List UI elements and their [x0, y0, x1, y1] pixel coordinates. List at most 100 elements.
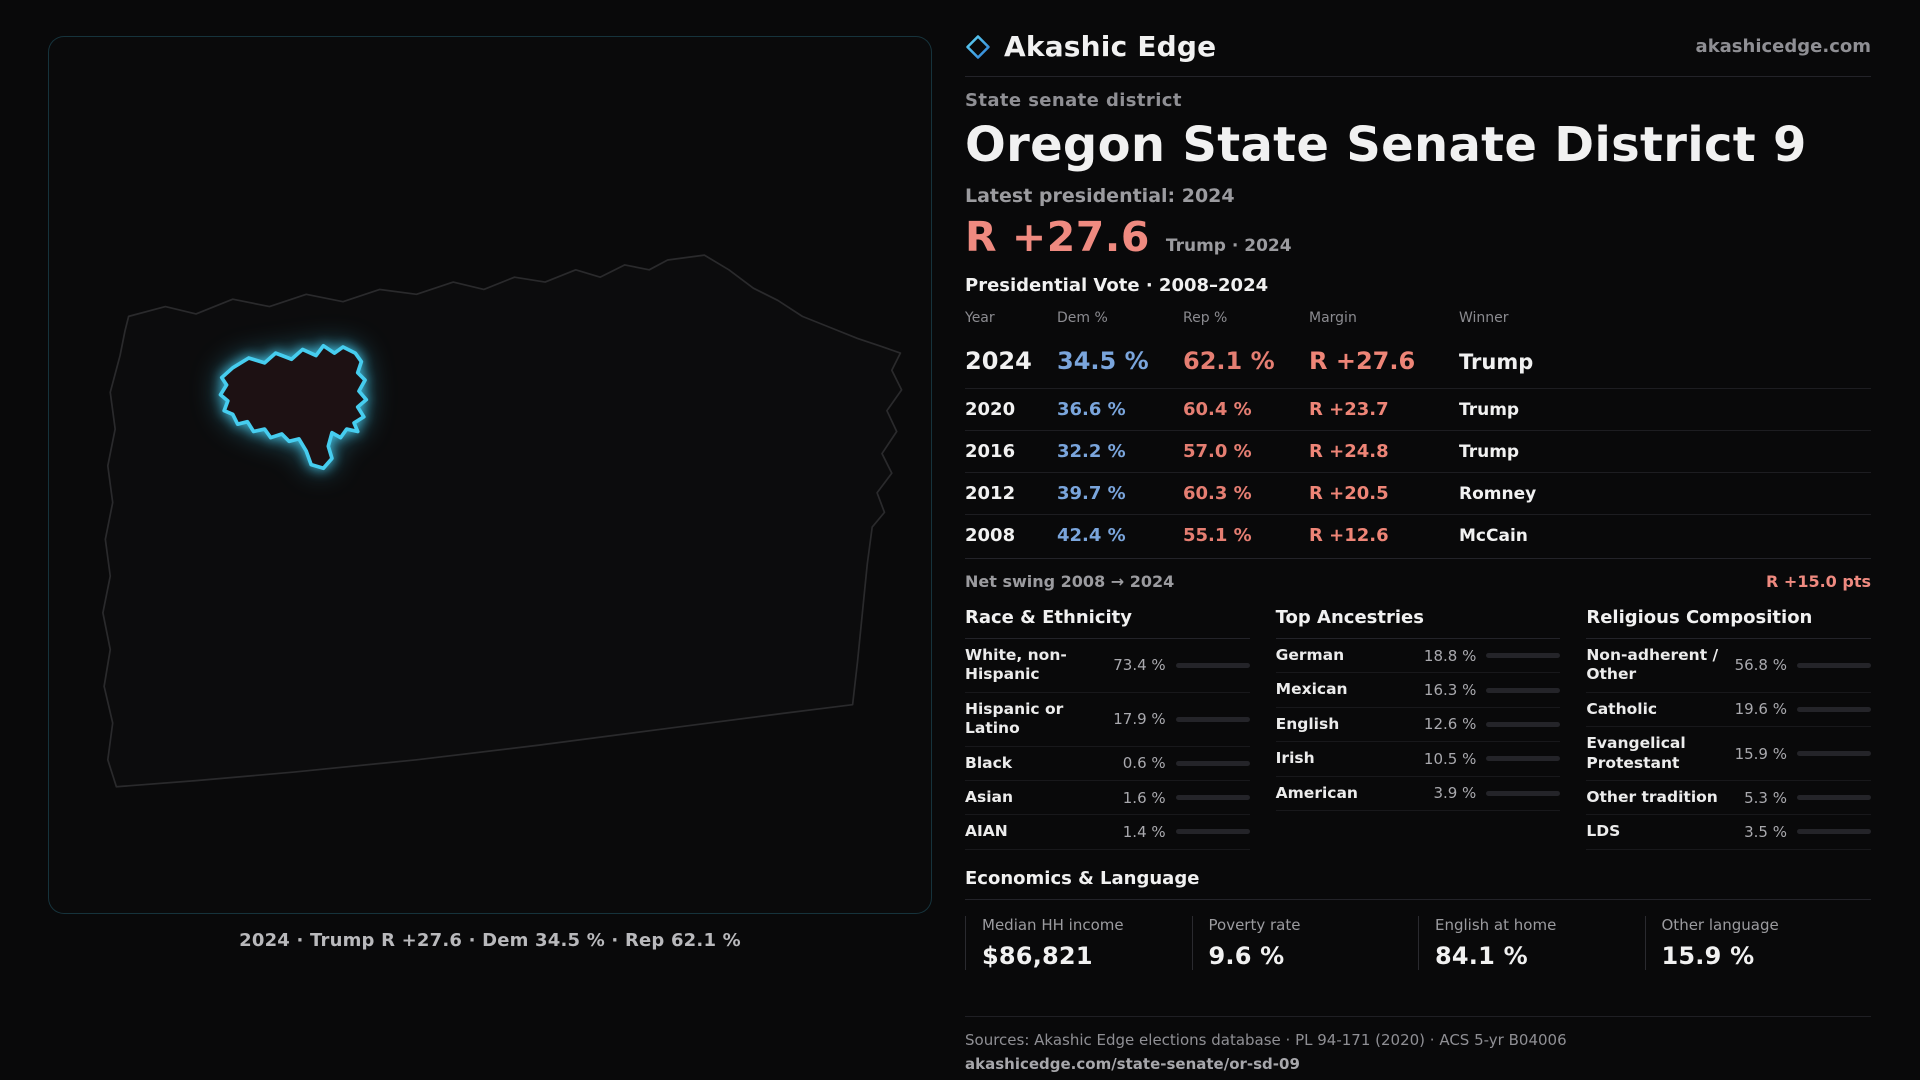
demo-bar-track: [1486, 653, 1561, 659]
stat-value: 15.9 %: [1661, 941, 1755, 970]
demo-value: 10.5 %: [1423, 749, 1477, 768]
brand-domain-link[interactable]: akashicedge.com: [1695, 36, 1871, 57]
demo-label: Evangelical Protestant: [1586, 734, 1686, 772]
stat-label: Poverty rate: [1208, 915, 1301, 934]
vote-rep: 57.0 %: [1183, 441, 1252, 462]
vote-winner: Trump: [1459, 400, 1520, 420]
vote-rep: 60.4 %: [1183, 399, 1252, 420]
vote-table-title: Presidential Vote · 2008–2024: [965, 275, 1269, 296]
vote-winner: Romney: [1459, 484, 1537, 504]
demo-bar-track: [1175, 795, 1250, 801]
demo-label: American: [1275, 783, 1358, 802]
vote-dem: 42.4 %: [1057, 525, 1126, 546]
religion-rows: Non-adherent / Other 56.8 % Catholic 19.…: [1586, 639, 1871, 850]
col-rep: Rep %: [1183, 310, 1228, 326]
vote-margin: R +27.6: [1309, 347, 1416, 375]
vote-table-row: 2012 39.7 % 60.3 % R +20.5 Romney: [965, 472, 1871, 514]
vote-table-row: 2016 32.2 % 57.0 % R +24.8 Trump: [965, 430, 1871, 472]
vote-table-header: Year Dem % Rep % Margin Winner: [965, 310, 1871, 335]
race-ethnicity-column: Race & Ethnicity White, non-Hispanic 73.…: [965, 607, 1250, 850]
stat-card: Median HH income $86,821: [965, 915, 1192, 970]
col-year: Year: [965, 310, 995, 326]
stat-card: Other language 15.9 %: [1644, 915, 1872, 970]
vote-table-row: 2008 42.4 % 55.1 % R +12.6 McCain: [965, 514, 1871, 556]
demo-row: LDS 3.5 %: [1586, 815, 1871, 850]
demo-row: Non-adherent / Other 56.8 %: [1586, 639, 1871, 693]
demo-label: LDS: [1586, 822, 1621, 841]
col-margin: Margin: [1309, 310, 1357, 326]
demo-value: 3.9 %: [1433, 784, 1477, 803]
stat-value: 84.1 %: [1435, 941, 1528, 970]
headline-margin-detail: Trump · 2024: [1165, 236, 1292, 256]
demo-bar-track: [1175, 716, 1250, 722]
religion-column: Religious Composition Non-adherent / Oth…: [1586, 607, 1871, 850]
stat-label: Other language: [1661, 915, 1779, 934]
sources-line: Sources: Akashic Edge elections database…: [965, 1030, 1567, 1049]
demo-value: 12.6 %: [1423, 715, 1477, 734]
vote-dem: 39.7 %: [1057, 483, 1126, 504]
demo-label: White, non-Hispanic: [965, 646, 1067, 684]
vote-margin: R +23.7: [1309, 399, 1389, 420]
demo-value: 1.6 %: [1122, 788, 1166, 807]
demo-label: Mexican: [1275, 680, 1348, 699]
demo-label: Catholic: [1586, 699, 1658, 718]
vote-margin: R +20.5: [1309, 483, 1389, 504]
demo-bar-track: [1796, 662, 1871, 668]
demo-bar-track: [1796, 706, 1871, 712]
highlighted-district-shape[interactable]: [218, 343, 369, 471]
vote-dem: 36.6 %: [1057, 399, 1126, 420]
demo-bar-track: [1486, 721, 1561, 727]
demo-bar-track: [1486, 790, 1561, 796]
economics-stats: Median HH income $86,821 Poverty rate 9.…: [965, 915, 1872, 970]
demo-value: 15.9 %: [1734, 744, 1787, 763]
demo-row: Evangelical Protestant 15.9 %: [1586, 727, 1871, 781]
vote-rep: 55.1 %: [1183, 525, 1252, 546]
stat-value: $86,821: [982, 941, 1093, 970]
demo-label: Asian: [965, 787, 1014, 806]
demo-row: Catholic 19.6 %: [1586, 693, 1871, 728]
demo-row: Other tradition 5.3 %: [1586, 781, 1871, 816]
vote-year: 2024: [965, 347, 1032, 375]
stat-label: Median HH income: [982, 915, 1124, 934]
net-swing-label: Net swing 2008 → 2024: [965, 572, 1175, 591]
demo-value: 0.6 %: [1122, 754, 1166, 773]
vote-winner: Trump: [1459, 442, 1520, 462]
demo-bar-track: [1175, 662, 1250, 668]
vote-winner: Trump: [1459, 350, 1534, 374]
demo-label: Non-adherent / Other: [1586, 646, 1719, 684]
demo-row: Asian 1.6 %: [965, 781, 1250, 816]
stat-value: 9.6 %: [1208, 941, 1285, 970]
vote-table-body: 2024 34.5 % 62.1 % R +27.6 Trump 2020 36…: [965, 335, 1871, 556]
religion-title: Religious Composition: [1586, 607, 1871, 639]
demo-label: English: [1275, 714, 1340, 733]
permalink[interactable]: akashicedge.com/state-senate/or-sd-09: [965, 1054, 1300, 1073]
demo-bar-track: [1486, 687, 1561, 693]
vote-year: 2008: [965, 525, 1016, 546]
demo-bar-track: [1175, 760, 1250, 766]
stat-card: Poverty rate 9.6 %: [1191, 915, 1419, 970]
net-swing-value: R +15.0 pts: [1766, 572, 1871, 591]
demo-row: American 3.9 %: [1275, 777, 1561, 811]
oregon-map: [102, 254, 903, 788]
demo-row: German 18.8 %: [1275, 639, 1561, 674]
demo-row: White, non-Hispanic 73.4 %: [965, 639, 1250, 693]
vote-dem: 34.5 %: [1057, 347, 1149, 375]
page-title: Oregon State Senate District 9: [965, 117, 1807, 173]
ancestries-rows: German 18.8 % Mexican 16.3 %: [1275, 639, 1561, 811]
economics-title: Economics & Language: [965, 868, 1871, 900]
net-swing-row: Net swing 2008 → 2024 R +15.0 pts: [965, 558, 1871, 591]
demo-bar-track: [1796, 795, 1871, 801]
vote-rep: 60.3 %: [1183, 483, 1252, 504]
brand-name: Akashic Edge: [1004, 30, 1217, 63]
demo-row: Black 0.6 %: [965, 747, 1250, 781]
brand-header: Akashic Edge akashicedge.com: [965, 30, 1871, 77]
headline-margin-value: R +27.6: [965, 213, 1150, 261]
demo-value: 1.4 %: [1122, 822, 1166, 841]
demo-value: 18.8 %: [1423, 646, 1477, 665]
headline-margin: R +27.6 Trump · 2024: [965, 213, 1871, 261]
district-detail-panel: Akashic Edge akashicedge.com State senat…: [965, 30, 1871, 1073]
col-dem: Dem %: [1057, 310, 1108, 326]
vote-year: 2020: [965, 399, 1016, 420]
latest-presidential-label: Latest presidential: 2024: [965, 185, 1235, 207]
race-ethnicity-title: Race & Ethnicity: [965, 607, 1250, 639]
